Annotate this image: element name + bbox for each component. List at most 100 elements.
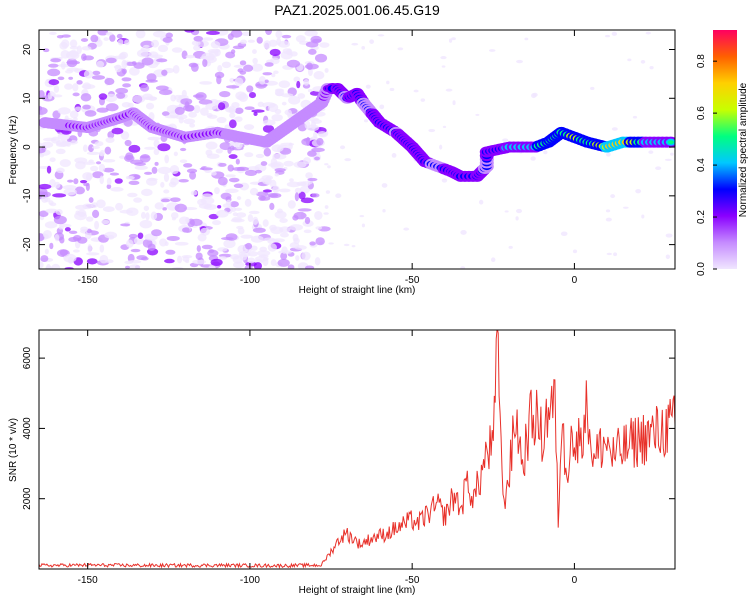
spectrogram-noise-blob — [64, 69, 74, 74]
spectrogram-noise-blob — [128, 233, 138, 239]
spectrogram-noise-blob — [214, 187, 220, 195]
spectrogram-noise-blob — [255, 153, 265, 159]
spectrogram-noise-blob — [219, 91, 231, 98]
spectrogram-noise-blob — [216, 75, 222, 85]
spectrogram-noise-blob — [253, 262, 262, 269]
spectrogram-noise-blob — [218, 162, 227, 167]
spectrogram-noise-blob — [163, 189, 170, 194]
spectrogram-noise-blob — [124, 139, 132, 147]
spectrogram-noise-blob — [294, 192, 300, 202]
spectrogram-noise-blob — [292, 233, 299, 242]
colorbar-ramp — [713, 30, 737, 269]
spectrogram-noise-blob — [174, 203, 187, 213]
spectrogram-noise-blob — [560, 231, 568, 236]
spectrogram-noise-blob — [250, 235, 264, 243]
spectrogram-noise-blob — [252, 216, 259, 225]
spectrogram-noise-blob — [252, 57, 258, 65]
spectrogram-noise-blob — [184, 30, 195, 33]
spectrogram-noise-blob — [144, 171, 153, 175]
spectrogram-noise-blob — [51, 263, 61, 269]
spectrogram-noise-blob — [451, 37, 456, 41]
spectrogram-noise-blob — [178, 116, 184, 124]
spectrogram-noise-blob — [53, 215, 67, 225]
spectrogram-noise-blob — [305, 136, 311, 146]
spectrogram-noise-blob — [252, 49, 257, 55]
spectrogram-noise-blob — [68, 230, 78, 235]
spectrogram-noise-blob — [475, 113, 480, 116]
spectrogram-noise-blob — [312, 38, 322, 43]
spectrogram-noise-blob — [189, 171, 197, 180]
spectrogram-noise-blob — [122, 83, 132, 88]
spectrogram-noise-blob — [69, 39, 78, 48]
spectrogram-noise-blob — [238, 93, 249, 102]
spectrogram-noise-blob — [267, 192, 282, 199]
spectrogram-x-tick-label: -50 — [405, 275, 420, 286]
spectrogram-noise-blob — [245, 242, 253, 250]
spectrogram-noise-blob — [288, 95, 301, 105]
spectrogram-noise-blob — [229, 77, 235, 83]
spectrogram-noise-blob — [627, 58, 632, 62]
spectrogram-noise-blob — [202, 37, 214, 41]
spectrogram-noise-blob — [140, 211, 146, 219]
spectrogram-noise-blob — [77, 209, 87, 217]
spectrogram-noise-blob — [196, 245, 201, 253]
snr-x-ticks: -150 -100 -50 0 — [78, 330, 578, 586]
spectrogram-noise-blob — [605, 209, 611, 213]
spectrogram-noise-blob — [665, 254, 671, 260]
spectrogram-noise-blob — [56, 34, 64, 39]
spectrogram-noise-blob — [91, 202, 98, 209]
spectrogram-noise-blob — [82, 144, 88, 152]
spectrogram-noise-blob — [192, 45, 201, 51]
spectrogram-noise-blob — [80, 38, 89, 42]
spectrogram-noise-blob — [64, 83, 73, 90]
spectrogram-noise-blob — [91, 75, 106, 80]
spectrogram-noise-blob — [270, 259, 277, 267]
spectrogram-noise-blob — [107, 131, 115, 139]
spectrogram-noise-blob — [160, 198, 171, 203]
spectrogram-noise-blob — [66, 60, 80, 65]
spectrogram-noise-blob — [139, 219, 153, 229]
spectrogram-noise-blob — [157, 143, 171, 152]
spectrogram-noise-blob — [304, 216, 311, 225]
spectrogram-noise-blob — [86, 252, 100, 256]
spectrogram-noise-blob — [72, 234, 82, 242]
spectrogram-noise-blob — [263, 147, 272, 157]
spectrogram-noise-blob — [228, 119, 237, 129]
spectrogram-noise-blob — [49, 242, 54, 250]
spectrogram-noise-blob — [158, 89, 173, 96]
spectrogram-noise-blob — [516, 59, 523, 64]
spectrogram-noise-blob — [274, 173, 279, 177]
spectrogram-noise-blob — [281, 246, 288, 254]
spectrogram-y-tick-label: 0 — [22, 144, 33, 150]
spectrogram-noise-blob — [279, 226, 291, 233]
spectrogram-noise-blob — [289, 178, 294, 183]
spectrogram-noise-blob — [269, 48, 281, 57]
spectrogram-noise-blob — [39, 147, 46, 154]
spectrogram-noise-blob — [44, 248, 49, 255]
spectrogram-noise-blob — [516, 208, 523, 214]
spectrogram-noise-blob — [90, 34, 99, 43]
spectrogram-noise-blob — [74, 186, 85, 195]
spectrogram-noise-blob — [169, 197, 181, 203]
spectrogram-noise-blob — [268, 103, 279, 113]
spectrogram-noise-blob — [81, 46, 92, 51]
spectrogram-noise-blob — [287, 109, 293, 119]
spectrogram-noise-blob — [247, 214, 254, 223]
spectrogram-noise-blob — [143, 44, 150, 48]
spectrogram-noise-blob — [240, 39, 248, 45]
spectrogram-noise-blob — [147, 177, 158, 181]
spectrogram-noise-blob — [225, 188, 239, 193]
spectrogram-noise-blob — [611, 31, 618, 36]
spectrogram-noise-blob — [314, 210, 323, 220]
spectrogram-noise-blob — [303, 157, 311, 165]
spectrogram-noise-blob — [307, 177, 318, 182]
spectrogram-noise-blob — [365, 84, 371, 89]
spectrogram-noise-blob — [164, 115, 178, 119]
snr-y-ticks: 2000 4000 6000 — [22, 347, 675, 510]
spectrogram-noise-blob — [181, 50, 188, 60]
spectrogram-noise-blob — [162, 37, 173, 43]
spectrogram-noise-blob — [238, 251, 251, 258]
spectrogram-noise-blob — [208, 213, 219, 220]
snr-x-label: Height of straight line (km) — [299, 585, 416, 596]
colorbar-tick-label: 0.6 — [696, 106, 707, 120]
